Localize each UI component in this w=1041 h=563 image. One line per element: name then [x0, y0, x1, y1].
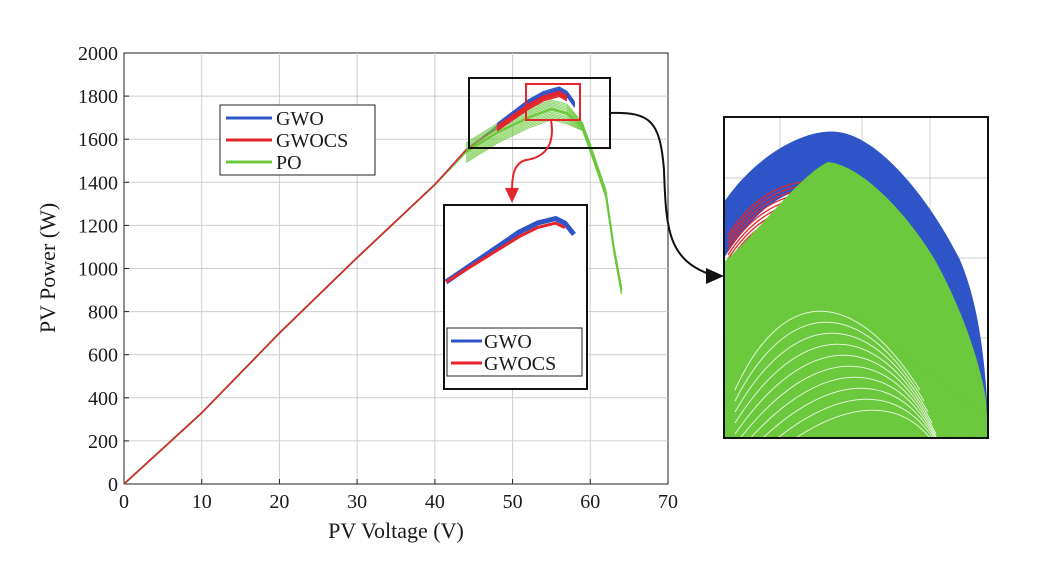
inset-line-gwocs	[445, 221, 566, 284]
red-zoom-arrow	[511, 119, 553, 193]
black-arrow-head	[706, 268, 724, 284]
zoom-trace-po	[724, 276, 901, 438]
series-band-gwocs	[496, 95, 568, 132]
y-tick-label: 2000	[78, 43, 118, 65]
enlarged-zoom-panel	[723, 116, 989, 439]
zoom-texture-line	[734, 354, 937, 435]
zoom-trace-po	[724, 330, 973, 438]
inset-legend-box	[446, 327, 583, 377]
y-tick-label: 200	[88, 431, 118, 453]
x-tick-labels: 0 10 20 30 40 50 60 70	[119, 491, 678, 513]
inset-line-gwo	[444, 216, 576, 285]
x-tick-label: 30	[347, 491, 367, 513]
zoom-band-gwo	[724, 131, 988, 438]
zoom-texture-line	[734, 332, 929, 413]
y-axis-label: PV Power (W)	[35, 203, 60, 333]
y-tick-label: 400	[88, 388, 118, 410]
zoom-texture-line	[734, 321, 925, 402]
legend: GWO GWOCS PO	[219, 104, 376, 176]
y-tick-label: 1000	[78, 259, 118, 281]
zoom-trace-po	[816, 402, 988, 438]
zoom-trace-po	[843, 411, 988, 438]
zoom-box-red	[525, 83, 581, 121]
series-band-gwocs	[496, 92, 568, 128]
y-tick-label: 1400	[78, 172, 118, 194]
series-band-gwo	[496, 87, 576, 126]
zoom-texture-line	[776, 398, 934, 438]
zoom-band-po	[724, 162, 988, 438]
y-tick-label: 1800	[78, 86, 118, 108]
series-band-gwo	[496, 86, 576, 125]
zoom-trace-po	[724, 321, 961, 438]
zoom-texture-line	[762, 387, 935, 438]
zoom-panel-frame	[723, 116, 989, 439]
x-tick-label: 70	[658, 491, 678, 513]
inset-zoom-red: GWO GWOCS	[443, 204, 588, 390]
series-band-gwocs	[496, 93, 568, 129]
black-zoom-arrow	[609, 111, 713, 276]
y-tick-label: 600	[88, 345, 118, 367]
x-axis-label: PV Voltage (V)	[328, 518, 464, 543]
inset-legend-label-gwo: GWO	[484, 331, 532, 353]
red-arrow-head	[505, 188, 519, 203]
x-tick-label: 20	[269, 491, 289, 513]
series-band-gwocs	[496, 90, 568, 127]
inset-curves	[444, 216, 576, 285]
zoom-texture-line	[734, 310, 921, 391]
zoom-trace-po	[724, 348, 988, 437]
x-tick-label: 60	[580, 491, 600, 513]
zoom-trace-po	[793, 393, 988, 438]
zoom-texture-line	[749, 376, 937, 438]
zoom-texture-line	[734, 343, 933, 424]
y-tick-label: 1600	[78, 129, 118, 151]
series-band-gwocs	[496, 94, 568, 131]
x-tick-label: 50	[503, 491, 523, 513]
y-tick-label: 800	[88, 302, 118, 324]
y-tick-labels: 0 200 400 600 800 1000 1200 1400 1600 1800 2000	[78, 43, 118, 496]
zoom-texture-line	[739, 365, 938, 438]
inset-legend-label-gwocs: GWOCS	[484, 353, 556, 375]
x-tick-label: 40	[425, 491, 445, 513]
legend-label-gwo: GWO	[276, 108, 324, 130]
zoom-trace-po	[726, 357, 988, 438]
x-tick-label: 10	[192, 491, 212, 513]
y-tick-label: 1200	[78, 215, 118, 237]
x-tick-label: 0	[119, 491, 129, 513]
zoom-texture-line	[794, 409, 931, 438]
zoom-panel-curves	[724, 131, 988, 438]
legend-label-gwocs: GWOCS	[276, 130, 348, 152]
series-band-gwo	[496, 88, 576, 127]
y-tick-label: 0	[108, 474, 118, 496]
legend-label-po: PO	[276, 152, 302, 174]
zoom-trace-po	[724, 339, 985, 438]
